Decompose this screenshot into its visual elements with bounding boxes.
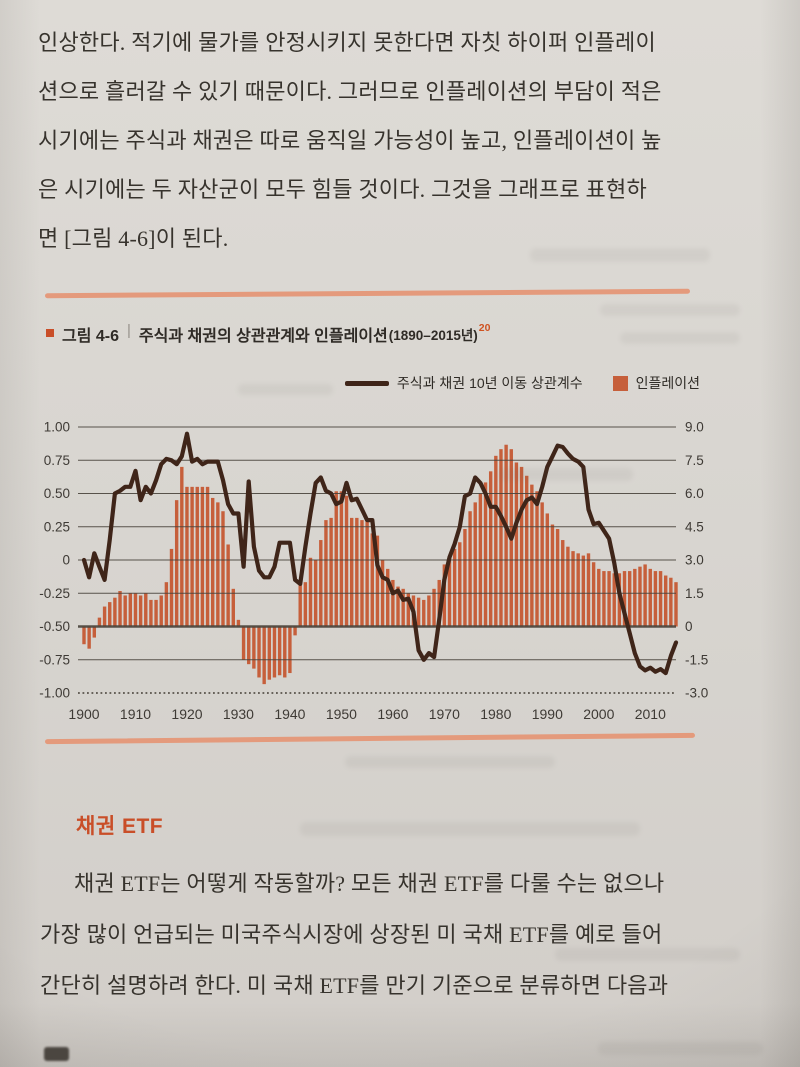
svg-text:1920: 1920 [171,706,202,722]
svg-text:6.0: 6.0 [685,486,704,501]
svg-text:4.5: 4.5 [685,519,704,534]
figure-title: 주식과 채권의 상관관계와 인플레이션 [138,328,388,345]
svg-text:0: 0 [62,553,70,568]
body-paragraph-2: 채권 ETF는 어떻게 작동할까? 모든 채권 ETF를 다룰 수는 없으나 가… [40,858,776,1011]
ghost-smudge [598,1042,763,1055]
svg-text:7.5: 7.5 [685,453,704,468]
body-paragraph-1: 인상한다. 적기에 물가를 안정시키지 못한다면 자칫 하이퍼 인플레이 션으로… [38,18,776,263]
correlation-inflation-chart: 1.00 0.75 0.50 0.25 0 -0.25 -0.50 -0.75 -1.00 9.0… [39,420,708,723]
page-corner-mark [44,1047,69,1061]
svg-text:1990: 1990 [532,706,563,722]
legend-bar-label: 인플레이션 [635,375,700,391]
svg-text:0.50: 0.50 [44,486,70,501]
paragraph-line: 시기에는 주식과 채권은 따로 움직일 가능성이 높고, 인플레이션이 높 [38,128,662,153]
svg-text:1960: 1960 [377,706,408,722]
svg-text:1950: 1950 [326,706,357,722]
paragraph-line: 면 [그림 4-6]이 된다. [38,226,229,251]
paragraph-line: 채권 ETF는 어떻게 작동할까? 모든 채권 ETF를 다룰 수는 없으나 [74,871,665,896]
svg-text:-0.75: -0.75 [39,652,70,667]
svg-text:2010: 2010 [635,706,666,722]
chart-legend: 주식과 채권 10년 이동 상관계수 인플레이션 [344,373,700,393]
figure-date-range: (1890–2015년) [388,328,478,343]
svg-text:1900: 1900 [68,706,99,722]
svg-text:1930: 1930 [223,706,254,722]
figure-top-rule [44,288,691,299]
svg-text:-1.5: -1.5 [685,652,708,667]
ghost-smudge [345,756,555,768]
legend-line-label: 주식과 채권 10년 이동 상관계수 [396,375,583,391]
figure-caption: 그림 4-6 | 주식과 채권의 상관관계와 인플레이션 (1890–2015년… [46,322,490,346]
section-heading: 채권 ETF [76,815,164,838]
svg-text:-1.00: -1.00 [39,686,70,701]
svg-text:1910: 1910 [120,706,151,722]
svg-text:1980: 1980 [480,706,511,722]
footnote-reference: 20 [478,322,491,334]
paragraph-line: 가장 많이 언급되는 미국주식시장에 상장된 미 국채 ETF를 예로 들어 [40,922,663,947]
paragraph-line: 인상한다. 적기에 물가를 안정시키지 못한다면 자칫 하이퍼 인플레이 [38,30,656,55]
svg-text:0.25: 0.25 [44,519,70,534]
ghost-smudge [238,384,333,395]
figure-bullet-icon [46,329,54,337]
paragraph-line: 간단히 설명하려 한다. 미 국채 ETF를 만기 기준으로 분류하면 다음과 [40,973,669,998]
svg-text:1970: 1970 [429,706,460,722]
ghost-smudge [600,304,740,316]
svg-text:1.5: 1.5 [685,586,704,601]
svg-text:1940: 1940 [274,706,305,722]
svg-text:3.0: 3.0 [685,553,704,568]
figure-caption-divider: | [127,322,131,339]
paragraph-line: 은 시기에는 두 자산군이 모두 힘들 것이다. 그것을 그래프로 표현하 [38,177,647,202]
svg-text:-0.50: -0.50 [39,619,70,634]
svg-text:2000: 2000 [583,706,614,722]
svg-text:9.0: 9.0 [685,420,704,435]
ghost-smudge [300,822,640,836]
bar-series-swatch-icon [612,375,628,391]
line-series-swatch-icon [344,380,389,386]
svg-text:-3.0: -3.0 [685,686,708,701]
paragraph-line: 션으로 흘러갈 수 있기 때문이다. 그러므로 인플레이션의 부담이 적은 [38,79,662,104]
svg-text:0: 0 [685,619,693,634]
ghost-smudge [620,332,740,344]
svg-text:1.00: 1.00 [44,420,70,435]
svg-text:0.75: 0.75 [44,453,70,468]
figure-number: 그림 4-6 [62,328,120,345]
svg-text:-0.25: -0.25 [39,586,70,601]
